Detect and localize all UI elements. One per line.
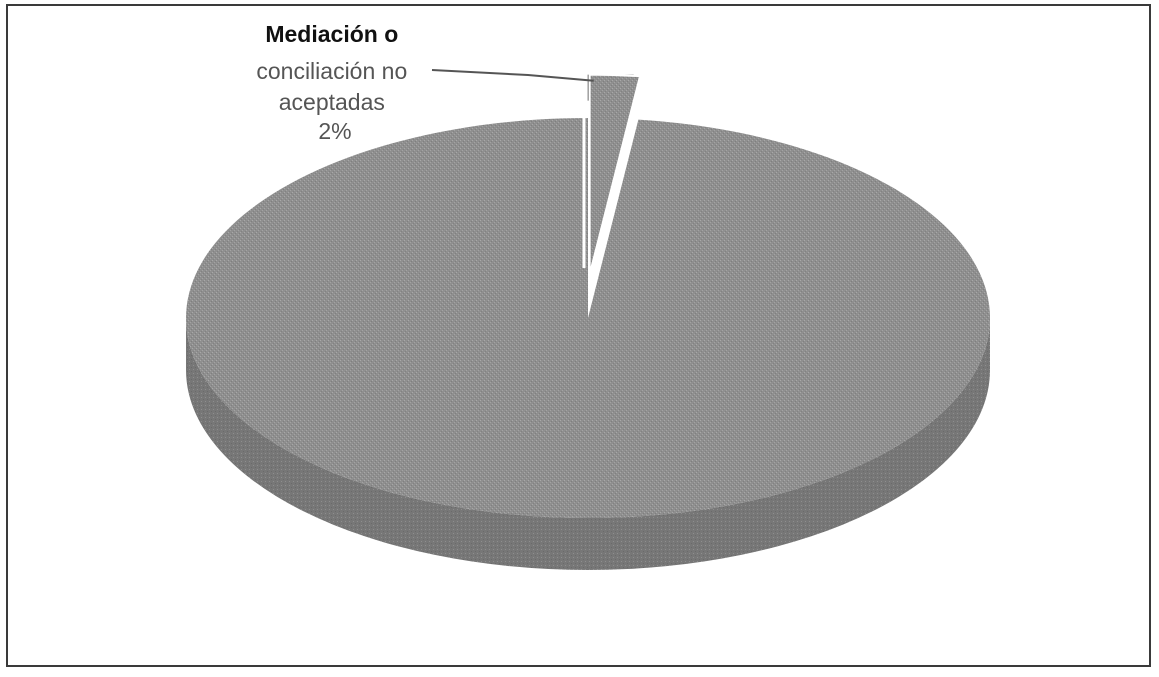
leader-line-0 [431,69,594,82]
pie-slice-side-1 [186,318,990,570]
slice-label-line-2: conciliación no [256,58,407,84]
slice-label-line-3: aceptadas [279,89,385,115]
slice-label: Mediación o conciliación no aceptadas 2% [256,21,413,144]
pie-slice-1 [186,118,991,518]
slice-label-line-4: 2% [318,118,351,144]
pie-slice-0 [588,73,642,275]
pie-top-layer [186,73,991,518]
leader-layer [431,69,594,82]
slice-label-line-1: Mediación o [265,21,398,47]
